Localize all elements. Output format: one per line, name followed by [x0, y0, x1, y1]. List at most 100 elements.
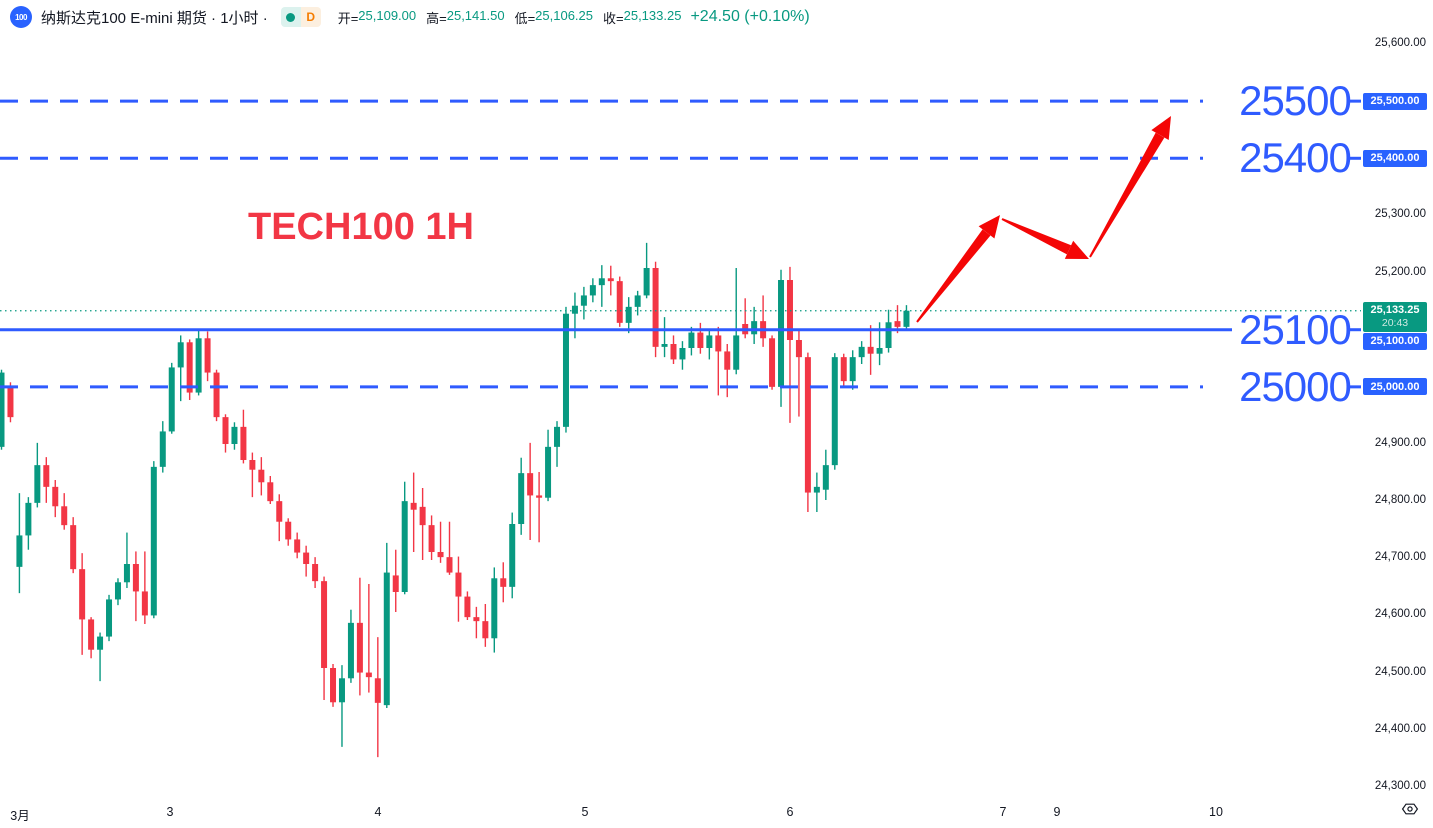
candle-body	[365, 672, 372, 678]
candle-body	[580, 295, 587, 306]
watermark-annotation: TECH100 1H	[248, 206, 474, 248]
candle-body	[706, 335, 713, 348]
candle-body	[894, 321, 901, 327]
candle-body	[545, 446, 552, 498]
candle-body	[625, 306, 632, 323]
candle-body	[249, 460, 256, 470]
candle-body	[312, 564, 319, 582]
trend-arrow-shaft[interactable]	[1001, 218, 1072, 255]
candle-body	[724, 351, 731, 370]
candle-body	[536, 495, 543, 498]
candle-body	[186, 342, 193, 393]
level-label-25500: 25500	[1239, 77, 1352, 125]
candle-body	[571, 305, 578, 314]
candle-body	[554, 426, 561, 447]
candle-body	[213, 372, 220, 418]
candle-body	[106, 599, 113, 637]
symbol-title[interactable]: 纳斯达克100 E-mini 期货 · 1小时 ·	[41, 9, 268, 27]
ohlc-value: 25,109.00	[358, 7, 417, 23]
candle-body	[16, 535, 23, 567]
candle-body	[150, 466, 157, 616]
candle-body	[276, 501, 283, 522]
candle-body	[715, 335, 722, 352]
time-tick-label-10[interactable]: 10	[1209, 805, 1223, 819]
symbol-logo-icon: 100	[10, 6, 32, 28]
candle-body	[258, 469, 265, 483]
change-value: +24.50 (+0.10%)	[690, 8, 810, 25]
candle-body	[885, 322, 892, 348]
time-tick-label-3[interactable]: 3	[166, 805, 174, 819]
candle-body	[607, 278, 614, 282]
interval-status-badge: D	[280, 7, 321, 27]
ohlc-label: 低=	[514, 10, 536, 26]
chart-properties-icon[interactable]	[1401, 800, 1419, 823]
candle-body	[473, 617, 480, 622]
trend-arrow-head	[978, 215, 1000, 239]
candle-body	[840, 357, 847, 382]
candle-body	[769, 338, 776, 387]
candle-body	[374, 678, 381, 703]
candle-body	[679, 348, 686, 360]
candle-body	[697, 332, 704, 348]
candle-body	[7, 386, 14, 418]
candle-body	[383, 572, 390, 706]
candle-body	[88, 619, 95, 650]
candle-body	[419, 506, 426, 526]
time-tick-label-4[interactable]: 4	[374, 805, 382, 819]
candle-body	[0, 372, 5, 447]
price-level-badge: 25,100.00	[1363, 332, 1427, 350]
candle-body	[114, 582, 121, 600]
candle-body	[392, 575, 399, 592]
candle-body	[589, 285, 596, 296]
candle-body	[330, 668, 337, 703]
candle-body	[500, 578, 507, 587]
candle-body	[437, 552, 444, 558]
candle-body	[267, 482, 274, 502]
price-level-badge: 25,000.00	[1363, 378, 1427, 396]
candle-body	[661, 344, 668, 347]
candle-body	[195, 338, 202, 393]
candle-body	[347, 622, 354, 679]
candle-body	[634, 295, 641, 307]
candle-body	[616, 281, 623, 323]
candle-body	[410, 502, 417, 510]
candle-body	[240, 426, 247, 460]
price-tick-label: 25,600.00	[1374, 37, 1426, 49]
time-tick-label-3月[interactable]: 3月	[10, 809, 30, 823]
candle-body	[222, 417, 229, 444]
trend-arrow-shaft[interactable]	[1089, 132, 1165, 258]
candle-body	[482, 621, 489, 639]
candle-body	[598, 278, 605, 286]
candle-body	[804, 357, 811, 493]
candle-body	[643, 268, 650, 296]
candle-body	[688, 332, 695, 348]
candle-body	[204, 338, 211, 373]
candle-body	[70, 525, 77, 570]
candle-body	[123, 564, 130, 583]
market-open-dot-icon	[286, 12, 296, 22]
chart-header: 100 纳斯达克100 E-mini 期货 · 1小时 · D 开= 25,109…	[10, 6, 810, 28]
candle-body	[455, 572, 462, 597]
candle-body	[786, 280, 793, 340]
time-tick-label-6[interactable]: 6	[786, 805, 794, 819]
candle-body	[303, 552, 310, 564]
price-tick-label: 24,700.00	[1374, 551, 1426, 564]
candle-body	[401, 501, 408, 592]
time-tick-label-5[interactable]: 5	[581, 805, 589, 819]
trend-arrow-shaft[interactable]	[916, 229, 991, 323]
level-label-25400: 25400	[1239, 134, 1352, 182]
price-tick-label: 24,300.00	[1374, 779, 1426, 792]
candle-body	[831, 357, 838, 466]
candle-body	[751, 321, 758, 335]
price-tick-label: 25,200.00	[1374, 265, 1426, 278]
time-tick-label-9[interactable]: 9	[1053, 805, 1061, 819]
price-level-badge: 25,400.00	[1363, 149, 1427, 167]
time-tick-label-7[interactable]: 7	[999, 805, 1007, 819]
ohlc-item: 收= 25,133.25	[603, 8, 681, 27]
candle-body	[464, 596, 471, 618]
candle-body	[518, 473, 525, 524]
candle-body	[509, 524, 516, 587]
daily-interval-badge: D	[300, 7, 321, 27]
